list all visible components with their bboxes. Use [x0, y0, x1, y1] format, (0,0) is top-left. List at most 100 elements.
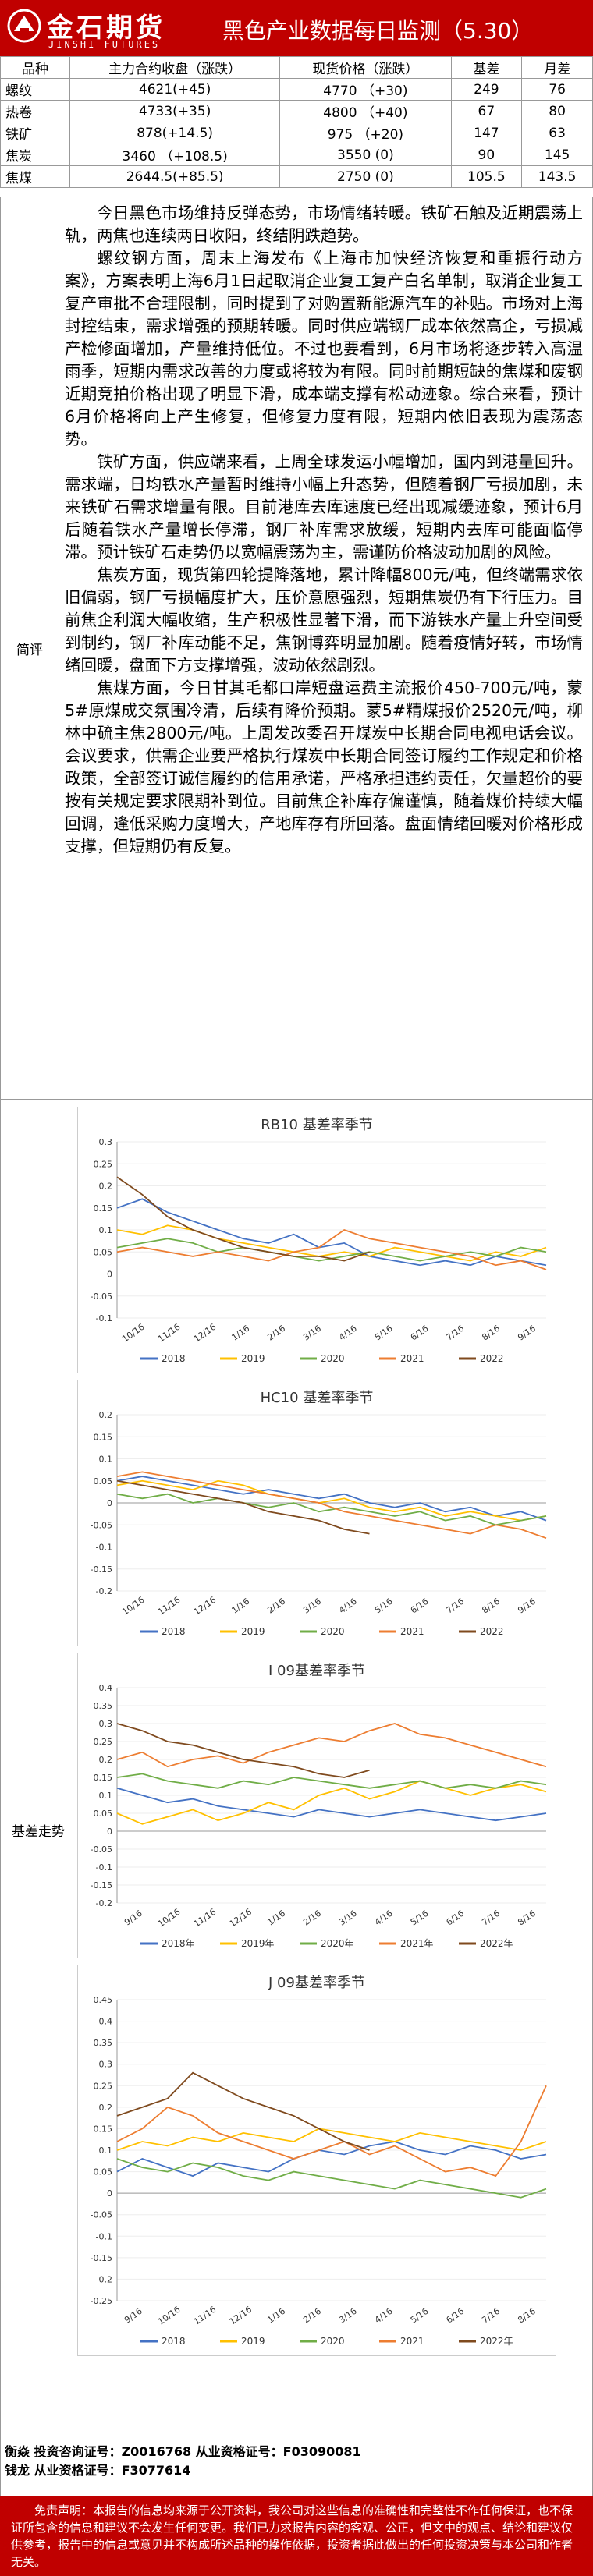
series-line: [116, 1493, 547, 1526]
product-name: 焦煤: [0, 165, 70, 188]
header-cell: 主力合约收盘（涨跌）: [69, 56, 281, 79]
y-tick-label: 0: [107, 1270, 112, 1280]
futures-close: 4621(+45): [69, 78, 281, 101]
month-spread: 63: [521, 122, 593, 144]
y-tick-label: -0.1: [96, 1313, 112, 1323]
y-tick-label: 0.2: [99, 2103, 113, 2113]
header-cell: 品种: [0, 56, 70, 79]
series-line: [116, 1723, 370, 1778]
table-row: 焦炭 3460 （+108.5) 3550 (0) 90 145: [0, 144, 593, 166]
table-row: 铁矿 878(+14.5) 975 （+20) 147 63: [0, 122, 593, 144]
disclaimer: 免责声明：本报告的信息均来源于公开资料，我公司对这些信息的准确性和完整性不作任何…: [0, 2496, 593, 2576]
x-tick-label: 3/16: [337, 2306, 359, 2326]
x-tick-label: 10/16: [156, 2305, 182, 2327]
report-header: 金石期货 JINSHI FUTURES 黑色产业数据每日监测（5.30）: [0, 0, 593, 56]
report-title: 黑色产业数据每日监测（5.30）: [222, 18, 534, 44]
basis-section: 基差走势 RB10 基差率季节 0.3 0.25 0.2 0.15 0.1 0.05 0 -0.…: [0, 1100, 593, 2560]
x-tick-label: 9/16: [123, 1908, 144, 1928]
chart-title: RB10 基差率季节: [261, 1117, 372, 1133]
y-tick-label: 0.2: [99, 1182, 113, 1192]
month-spread: 76: [521, 78, 593, 101]
analyst-line: 钱龙 从业资格证号：F3077614: [5, 2463, 191, 2478]
y-tick-label: 0.15: [94, 2124, 113, 2134]
y-tick-label: 0.4: [99, 2017, 113, 2027]
chart-title: I 09基差率季节: [268, 1663, 365, 1679]
legend-label: 2018: [162, 1353, 186, 1364]
x-tick-label: 2/16: [265, 1596, 287, 1616]
logo-chinese-text: 金石期货: [47, 12, 165, 44]
i09-chart-svg: I 09基差率季节 0.4 0.35 0.3 0.25 0.2 0.15 0.1 0.05 0 -0…: [91, 1663, 547, 1949]
month-spread: 143.5: [521, 165, 593, 188]
x-tick-label: 4/16: [337, 1323, 359, 1343]
x-tick-label: 2/16: [301, 2306, 323, 2326]
y-tick-label: 0: [107, 1498, 112, 1508]
legend-label: 2020年: [321, 1938, 354, 1949]
y-tick-label: 0.05: [94, 2167, 113, 2177]
legend-label: 2019年: [241, 1938, 275, 1949]
legend-label: 2021年: [400, 1938, 434, 1949]
x-tick-label: 9/16: [516, 1596, 538, 1616]
y-tick-label: 0.3: [99, 1719, 113, 1729]
basis-value: 147: [450, 122, 523, 144]
y-tick-label: 0: [107, 1827, 112, 1837]
x-tick-label: 7/16: [480, 1908, 502, 1928]
y-tick-label: 0.45: [94, 1995, 113, 2005]
review-paragraph: 螺纹钢方面，周末上海发布《上海市加快经济恢复和重振行动方案》，方案表明上海6月1…: [65, 249, 583, 448]
x-tick-label: 4/16: [373, 2306, 395, 2326]
y-tick-label: 0.2: [99, 1755, 113, 1765]
chart-title: HC10 基差率季节: [261, 1390, 374, 1406]
x-tick-label: 7/16: [445, 1596, 467, 1616]
x-tick-label: 11/16: [156, 1322, 182, 1345]
x-tick-label: 7/16: [480, 2306, 502, 2326]
series-line: [116, 2128, 547, 2151]
x-tick-label: 11/16: [156, 1595, 182, 1618]
header-cell: 基差: [450, 56, 523, 79]
series-line: [116, 1780, 547, 1825]
i09-chart: I 09基差率季节 0.4 0.35 0.3 0.25 0.2 0.15 0.1 0.05 0 -0…: [77, 1653, 556, 1958]
series-line: [116, 1224, 547, 1262]
y-tick-label: 0.3: [99, 1137, 113, 1147]
y-tick-label: 0.35: [94, 1701, 113, 1711]
x-tick-label: 5/16: [409, 2306, 431, 2326]
x-tick-label: 6/16: [409, 1596, 431, 1616]
y-tick-label: 0.1: [99, 2145, 113, 2156]
y-tick-label: -0.2: [96, 1898, 112, 1908]
x-tick-label: 9/16: [516, 1323, 538, 1343]
x-tick-label: 10/16: [120, 1595, 146, 1618]
x-tick-label: 10/16: [120, 1322, 146, 1345]
series-line: [116, 1723, 547, 1768]
y-tick-label: 0.1: [99, 1225, 113, 1235]
y-tick-label: -0.05: [91, 1520, 112, 1530]
legend-label: 2020: [321, 2336, 345, 2347]
legend-label: 2020: [321, 1353, 345, 1364]
x-tick-label: 2/16: [301, 1908, 323, 1928]
y-tick-label: 0.05: [94, 1476, 113, 1486]
series-line: [116, 1479, 547, 1522]
x-tick-label: 7/16: [445, 1323, 467, 1343]
x-tick-label: 8/16: [480, 1323, 502, 1343]
futures-close: 4733(+35): [69, 100, 281, 122]
product-name: 热卷: [0, 100, 70, 122]
y-tick-label: -0.05: [91, 2210, 112, 2220]
review-paragraph: 铁矿方面，供应端来看，上周全球发运小幅增加，国内到港量回升。需求端，日均铁水产量…: [65, 452, 583, 562]
y-tick-label: -0.1: [96, 2231, 112, 2241]
rb10-chart-svg: RB10 基差率季节 0.3 0.25 0.2 0.15 0.1 0.05 0 -0.05 -0.…: [91, 1117, 547, 1364]
x-tick-label: 1/16: [230, 1596, 252, 1616]
legend-label: 2021: [400, 1626, 424, 1637]
review-text: 今日黑色市场维持反弹态势，市场情绪转暖。铁矿石触及近期震荡上轨，两焦也连续两日收…: [65, 202, 583, 858]
x-tick-label: 8/16: [516, 1908, 538, 1928]
x-tick-label: 6/16: [445, 2306, 467, 2326]
product-name: 焦炭: [0, 144, 70, 166]
legend-label: 2021: [400, 2336, 424, 2347]
x-tick-label: 12/16: [228, 1907, 254, 1929]
x-tick-label: 4/16: [337, 1596, 359, 1616]
table-row: 热卷 4733(+35) 4800 （+40) 67 80: [0, 100, 593, 122]
legend-label: 2021: [400, 1353, 424, 1364]
y-tick-label: -0.2: [96, 1586, 112, 1596]
x-tick-label: 4/16: [373, 1908, 395, 1928]
x-tick-label: 12/16: [192, 1595, 218, 1618]
y-tick-label: -0.05: [91, 1844, 112, 1855]
table-row: 焦煤 2644.5(+85.5) 2750 (0) 105.5 143.5: [0, 165, 593, 188]
y-tick-label: 0.15: [94, 1432, 113, 1442]
x-tick-label: 2/16: [265, 1323, 287, 1343]
